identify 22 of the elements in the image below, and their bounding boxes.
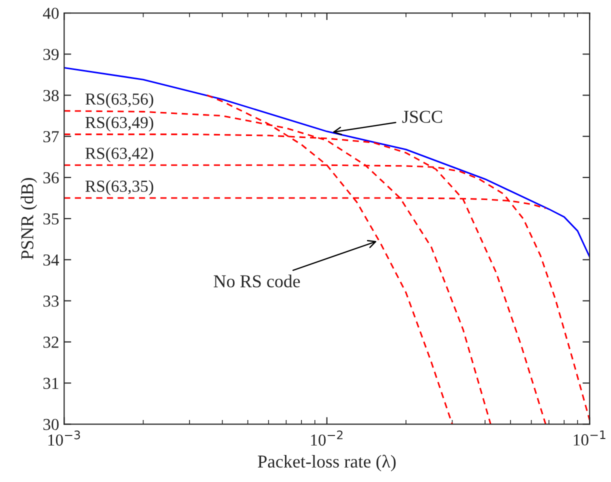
y-tick-label: 35: [43, 213, 59, 225]
y-tick-label: 30: [43, 418, 59, 430]
y-tick-label: 38: [43, 90, 59, 102]
y-tick-label: 33: [43, 296, 59, 307]
annotation: RS(63,49): [85, 116, 154, 132]
y-tick-label: 32: [43, 336, 58, 348]
x-tick-label: 10$^{−2}$: [311, 430, 342, 446]
annotation: RS(63,35): [85, 180, 154, 196]
annotation: RS(63,56): [85, 92, 154, 108]
y-tick-label: 34: [43, 254, 60, 266]
y-tick-label: 36: [43, 172, 59, 184]
y-tick-label: 39: [43, 48, 59, 60]
y-axis-title: PSNR (dB): [20, 178, 38, 260]
annotation: No RS code: [214, 274, 300, 288]
x-tick-label: 10$^{−3}$: [48, 430, 80, 446]
x-axis-title: Packet-loss rate (λ): [258, 454, 396, 472]
annotation: JSCC: [402, 110, 442, 123]
x-tick-label: 10$^{−1}$: [574, 430, 606, 446]
y-tick-label: 40: [42, 8, 59, 19]
y-tick-label: 37: [43, 131, 59, 142]
annotation: RS(63,42): [85, 147, 154, 162]
y-tick-label: 31: [43, 378, 58, 389]
